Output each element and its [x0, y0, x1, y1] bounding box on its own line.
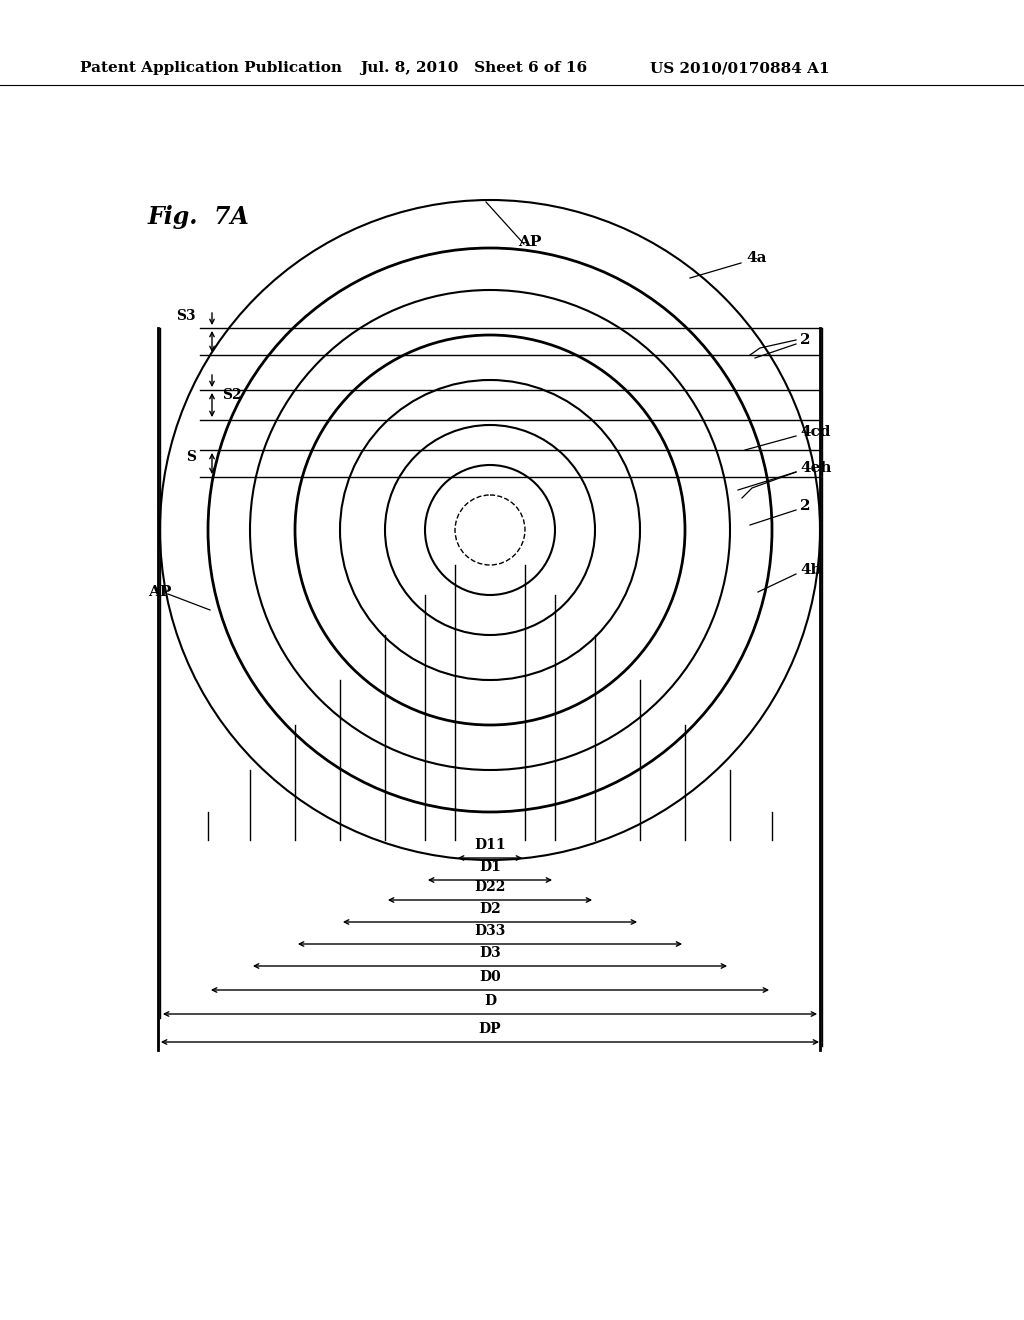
Text: AP: AP — [518, 235, 542, 249]
Text: 4eh: 4eh — [800, 461, 831, 475]
Text: 2: 2 — [800, 333, 811, 347]
Text: US 2010/0170884 A1: US 2010/0170884 A1 — [650, 61, 829, 75]
Text: Jul. 8, 2010   Sheet 6 of 16: Jul. 8, 2010 Sheet 6 of 16 — [360, 61, 587, 75]
Text: D22: D22 — [474, 880, 506, 894]
Text: AP: AP — [148, 585, 171, 599]
Text: D2: D2 — [479, 902, 501, 916]
Text: 4cd: 4cd — [800, 425, 830, 440]
Text: Fig.  7A: Fig. 7A — [148, 205, 250, 228]
Text: D1: D1 — [479, 861, 501, 874]
Text: 4b: 4b — [800, 564, 821, 577]
Text: Patent Application Publication: Patent Application Publication — [80, 61, 342, 75]
Text: S: S — [186, 450, 196, 465]
Text: DP: DP — [478, 1022, 502, 1036]
Text: D3: D3 — [479, 946, 501, 960]
Text: S3: S3 — [176, 309, 196, 323]
Text: D33: D33 — [474, 924, 506, 939]
Text: 2: 2 — [800, 499, 811, 513]
Text: S2: S2 — [222, 388, 242, 403]
Text: D: D — [484, 994, 496, 1008]
Text: 4a: 4a — [746, 251, 767, 265]
Text: D0: D0 — [479, 970, 501, 983]
Text: D11: D11 — [474, 838, 506, 851]
